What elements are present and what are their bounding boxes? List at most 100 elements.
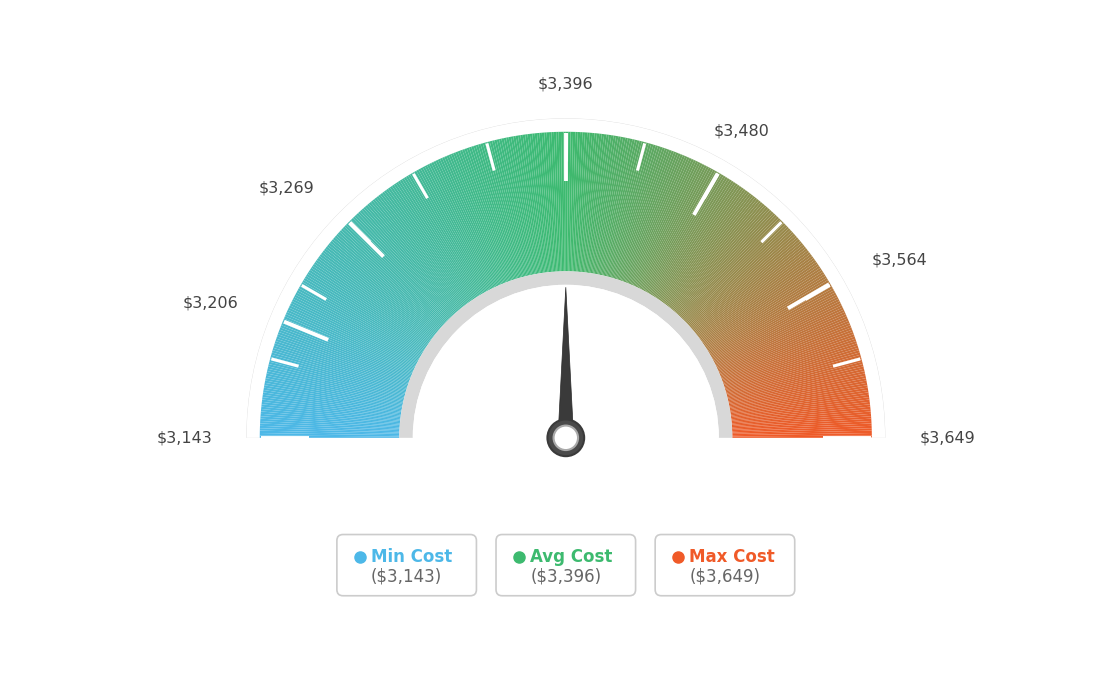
Wedge shape [467,148,513,280]
Wedge shape [705,270,822,348]
Wedge shape [723,339,856,385]
Wedge shape [509,137,535,274]
Wedge shape [268,362,404,397]
Wedge shape [278,330,410,380]
Wedge shape [725,350,860,391]
Wedge shape [567,132,571,271]
Wedge shape [277,334,410,383]
Wedge shape [275,341,407,386]
Wedge shape [731,400,870,418]
Wedge shape [291,301,417,364]
Wedge shape [264,388,402,412]
Wedge shape [660,186,742,302]
Wedge shape [551,132,560,271]
Wedge shape [357,213,453,317]
Wedge shape [266,373,403,404]
Wedge shape [432,162,493,288]
Wedge shape [338,232,443,327]
Wedge shape [530,134,548,273]
Wedge shape [683,221,784,321]
Wedge shape [696,246,806,335]
Wedge shape [537,133,551,272]
Wedge shape [720,321,849,375]
Wedge shape [692,239,800,331]
Wedge shape [729,373,866,404]
Wedge shape [699,254,811,339]
Wedge shape [264,383,402,409]
Wedge shape [465,148,512,281]
Wedge shape [618,148,665,280]
Wedge shape [310,268,427,346]
Wedge shape [649,173,722,295]
Wedge shape [728,366,864,400]
Wedge shape [382,192,467,305]
Wedge shape [691,235,797,328]
Wedge shape [574,132,583,272]
Wedge shape [731,393,869,415]
Wedge shape [629,155,686,284]
Wedge shape [732,406,870,422]
Wedge shape [732,421,871,430]
Wedge shape [707,274,826,350]
Wedge shape [261,411,400,425]
Wedge shape [691,237,798,330]
Wedge shape [526,134,545,273]
Wedge shape [572,132,581,271]
Wedge shape [605,140,639,276]
Wedge shape [709,280,829,353]
Wedge shape [386,189,469,303]
Wedge shape [591,135,614,273]
Wedge shape [590,135,612,273]
Wedge shape [301,282,423,354]
Wedge shape [732,414,871,426]
Wedge shape [729,371,866,403]
Wedge shape [670,199,760,308]
Wedge shape [274,346,407,389]
Wedge shape [363,207,457,313]
Wedge shape [673,204,765,311]
Wedge shape [645,168,713,292]
Wedge shape [730,388,868,412]
Wedge shape [528,134,546,273]
Wedge shape [297,290,420,359]
Wedge shape [304,278,424,352]
Wedge shape [714,301,840,364]
Wedge shape [341,228,445,325]
Wedge shape [487,141,524,277]
Wedge shape [326,246,436,335]
Wedge shape [731,404,870,421]
Wedge shape [716,308,843,368]
Text: $3,143: $3,143 [157,431,212,445]
Wedge shape [702,262,818,343]
Wedge shape [732,431,872,435]
Wedge shape [506,137,534,275]
Wedge shape [437,159,497,286]
Wedge shape [284,316,413,373]
Wedge shape [444,156,501,285]
Wedge shape [661,188,744,302]
Wedge shape [582,133,597,272]
Wedge shape [698,250,809,337]
Text: $3,649: $3,649 [920,431,975,445]
Wedge shape [725,348,859,390]
Wedge shape [414,171,485,293]
FancyBboxPatch shape [655,535,795,595]
Wedge shape [709,282,830,354]
Text: Min Cost: Min Cost [371,548,453,566]
Wedge shape [448,154,503,284]
Wedge shape [442,157,500,286]
Wedge shape [276,337,408,384]
Wedge shape [384,190,468,304]
Wedge shape [698,252,810,338]
Wedge shape [707,276,827,351]
Wedge shape [732,416,871,427]
Wedge shape [569,132,573,271]
Wedge shape [705,272,825,348]
Wedge shape [689,232,794,327]
Wedge shape [273,348,406,390]
Wedge shape [283,319,413,374]
Wedge shape [263,393,401,415]
Wedge shape [722,330,853,380]
Wedge shape [520,135,542,273]
Wedge shape [460,150,509,282]
